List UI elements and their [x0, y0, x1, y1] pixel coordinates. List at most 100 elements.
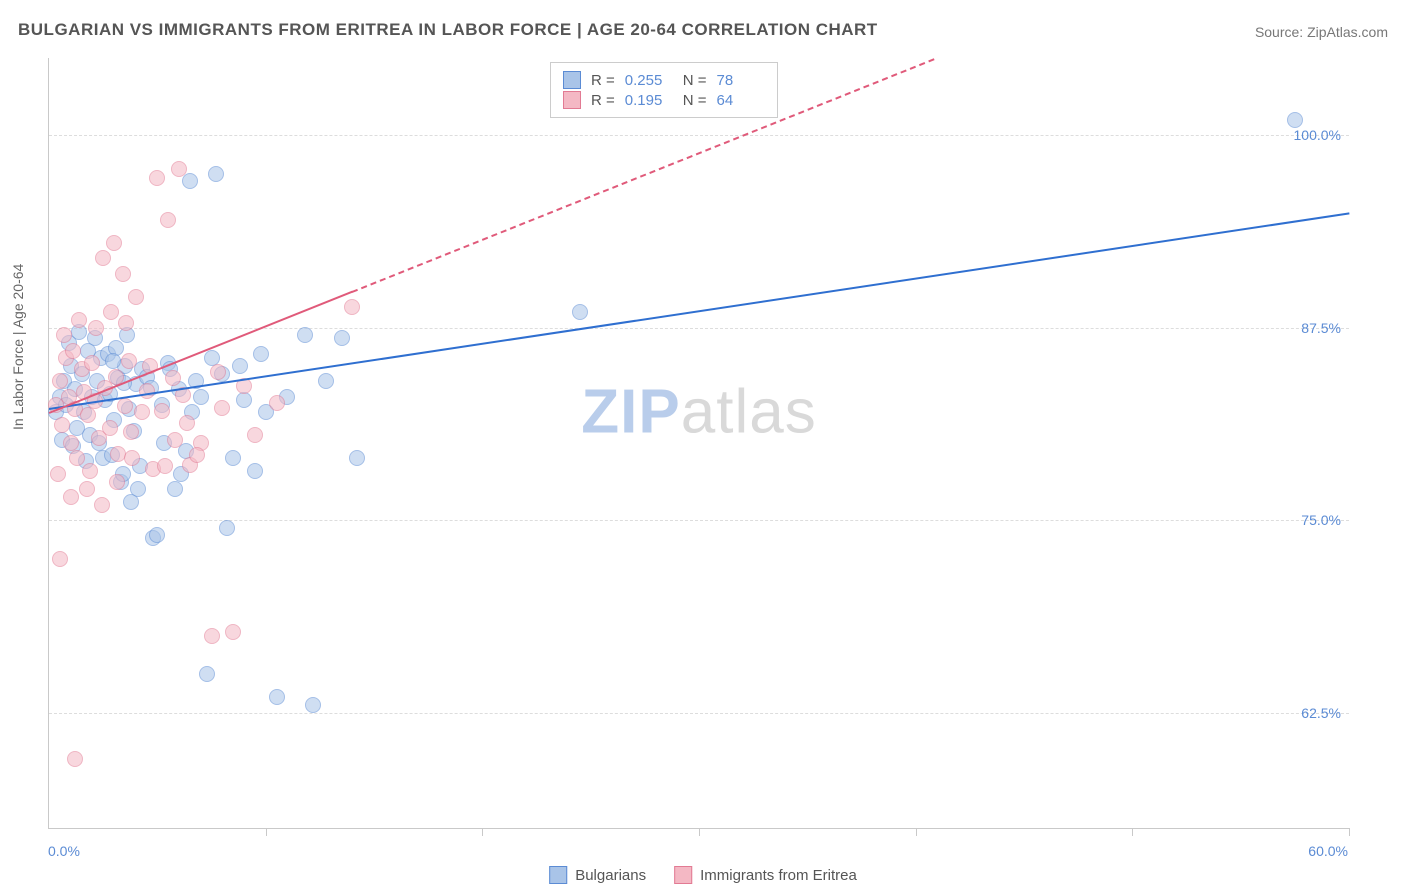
x-tick	[482, 828, 483, 836]
y-tick-label: 87.5%	[1301, 320, 1341, 336]
data-point	[94, 497, 110, 513]
stat-n-label: N =	[683, 92, 707, 109]
stats-row: R = 0.195 N = 64	[563, 91, 765, 109]
data-point	[52, 551, 68, 567]
data-point	[84, 355, 100, 371]
data-point	[334, 330, 350, 346]
data-point	[149, 170, 165, 186]
data-point	[103, 304, 119, 320]
data-point	[210, 364, 226, 380]
y-tick-label: 100.0%	[1294, 127, 1341, 143]
data-point	[269, 395, 285, 411]
watermark-atlas: atlas	[681, 378, 817, 447]
data-point	[115, 266, 131, 282]
data-point	[1287, 112, 1303, 128]
data-point	[82, 463, 98, 479]
data-point	[117, 398, 133, 414]
data-point	[182, 173, 198, 189]
data-point	[105, 353, 121, 369]
data-point	[189, 447, 205, 463]
x-tick	[1132, 828, 1133, 836]
gridline	[49, 713, 1349, 714]
stats-row: R = 0.255 N = 78	[563, 71, 765, 89]
data-point	[344, 299, 360, 315]
y-tick-label: 62.5%	[1301, 705, 1341, 721]
swatch-icon	[563, 91, 581, 109]
data-point	[63, 435, 79, 451]
chart-title: BULGARIAN VS IMMIGRANTS FROM ERITREA IN …	[18, 20, 878, 40]
stat-r-value: 0.195	[625, 92, 673, 109]
data-point	[167, 432, 183, 448]
data-point	[349, 450, 365, 466]
stat-r-value: 0.255	[625, 72, 673, 89]
data-point	[269, 689, 285, 705]
data-point	[109, 474, 125, 490]
data-point	[130, 481, 146, 497]
data-point	[69, 450, 85, 466]
data-point	[106, 235, 122, 251]
source-label: Source: ZipAtlas.com	[1255, 24, 1388, 40]
x-axis-min-label: 0.0%	[48, 843, 80, 859]
data-point	[154, 403, 170, 419]
stats-legend-box: R = 0.255 N = 78 R = 0.195 N = 64	[550, 62, 778, 118]
stat-r-label: R =	[591, 72, 615, 89]
data-point	[318, 373, 334, 389]
data-point	[167, 481, 183, 497]
watermark-zip: ZIP	[581, 378, 680, 447]
swatch-icon	[549, 866, 567, 884]
legend-item: Bulgarians	[549, 866, 646, 884]
data-point	[247, 427, 263, 443]
data-point	[219, 520, 235, 536]
legend-label: Immigrants from Eritrea	[700, 867, 857, 884]
data-point	[157, 458, 173, 474]
data-point	[124, 450, 140, 466]
data-point	[214, 400, 230, 416]
trend-line	[49, 212, 1349, 410]
x-tick	[916, 828, 917, 836]
stat-r-label: R =	[591, 92, 615, 109]
stat-n-value: 78	[717, 72, 765, 89]
data-point	[225, 450, 241, 466]
data-point	[171, 161, 187, 177]
data-point	[232, 358, 248, 374]
data-point	[118, 315, 134, 331]
swatch-icon	[674, 866, 692, 884]
stat-n-value: 64	[717, 92, 765, 109]
legend-label: Bulgarians	[575, 867, 646, 884]
x-axis-max-label: 60.0%	[1308, 843, 1348, 859]
data-point	[139, 383, 155, 399]
data-point	[63, 489, 79, 505]
data-point	[88, 320, 104, 336]
x-tick	[266, 828, 267, 836]
watermark: ZIPatlas	[581, 377, 816, 448]
gridline	[49, 135, 1349, 136]
data-point	[165, 370, 181, 386]
data-point	[121, 353, 137, 369]
data-point	[95, 250, 111, 266]
y-tick-label: 75.0%	[1301, 512, 1341, 528]
data-point	[225, 624, 241, 640]
data-point	[102, 420, 118, 436]
data-point	[208, 166, 224, 182]
data-point	[193, 389, 209, 405]
data-point	[71, 312, 87, 328]
plot-area: ZIPatlas 62.5% 75.0% 87.5% 100.0%	[48, 58, 1349, 829]
data-point	[123, 424, 139, 440]
data-point	[56, 327, 72, 343]
data-point	[572, 304, 588, 320]
data-point	[199, 666, 215, 682]
data-point	[128, 289, 144, 305]
data-point	[247, 463, 263, 479]
data-point	[253, 346, 269, 362]
data-point	[204, 628, 220, 644]
stat-n-label: N =	[683, 72, 707, 89]
data-point	[134, 404, 150, 420]
data-point	[50, 466, 66, 482]
legend: Bulgarians Immigrants from Eritrea	[549, 866, 857, 884]
legend-item: Immigrants from Eritrea	[674, 866, 857, 884]
data-point	[80, 407, 96, 423]
gridline	[49, 520, 1349, 521]
data-point	[54, 417, 70, 433]
data-point	[52, 373, 68, 389]
x-tick	[1349, 828, 1350, 836]
